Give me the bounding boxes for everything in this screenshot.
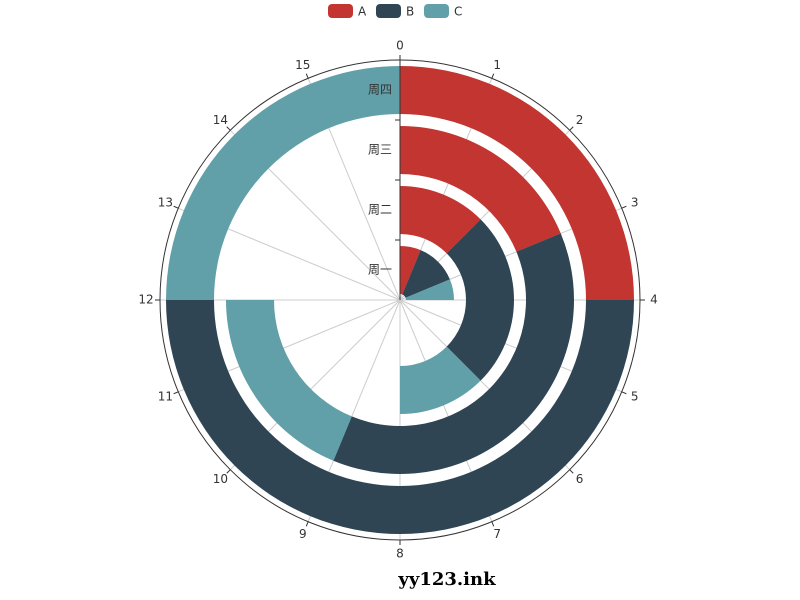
tick-mark <box>491 73 495 79</box>
angle-tick-label: 8 <box>396 547 404 561</box>
bar <box>400 186 481 254</box>
angle-tick-label: 15 <box>295 58 310 72</box>
angle-tick-label: 9 <box>299 527 307 541</box>
bar <box>333 233 575 474</box>
bar <box>166 66 400 300</box>
bar <box>400 346 481 414</box>
tick-mark <box>491 521 495 527</box>
angle-tick-label: 5 <box>631 390 639 404</box>
radius-tick-label: 周一 <box>368 263 392 277</box>
tick-mark <box>226 126 231 131</box>
bar <box>402 250 450 298</box>
angle-tick-label: 4 <box>650 293 658 307</box>
angle-tick-label: 10 <box>213 472 228 486</box>
angle-tick-label: 7 <box>493 527 501 541</box>
watermark: yy123.ink <box>397 569 496 590</box>
legend-label: B <box>406 5 414 19</box>
angle-tick-label: 2 <box>576 113 584 127</box>
legend-swatch <box>376 4 401 18</box>
tick-mark <box>173 205 179 209</box>
legend-swatch <box>328 4 353 18</box>
legend-swatch <box>424 4 449 18</box>
tick-mark <box>621 205 627 209</box>
bar <box>400 246 421 295</box>
tick-mark <box>305 73 309 79</box>
angle-tick-label: 11 <box>158 390 173 404</box>
bar <box>226 300 352 461</box>
tick-mark <box>173 391 179 395</box>
angle-tick-label: 13 <box>158 195 173 209</box>
radius-tick-label: 周三 <box>368 143 392 157</box>
tick-mark <box>305 521 309 527</box>
angle-tick-label: 14 <box>213 113 228 127</box>
legend-label: A <box>358 5 367 19</box>
angle-tick-label: 0 <box>396 39 404 53</box>
tick-mark <box>569 469 574 474</box>
bar <box>446 219 514 381</box>
angle-tick-label: 1 <box>493 58 501 72</box>
legend-label: C <box>454 5 462 19</box>
bar <box>166 300 634 534</box>
bar <box>405 279 454 300</box>
angle-tick-label: 12 <box>138 293 153 307</box>
radius-tick-label: 周二 <box>368 203 392 217</box>
angle-tick-label: 3 <box>631 195 639 209</box>
radius-tick-label: 周四 <box>368 83 392 97</box>
bar <box>400 126 561 252</box>
bar <box>400 66 634 300</box>
angle-tick-label: 6 <box>576 472 584 486</box>
tick-mark <box>569 126 574 131</box>
tick-mark <box>621 391 627 395</box>
tick-mark <box>226 469 231 474</box>
